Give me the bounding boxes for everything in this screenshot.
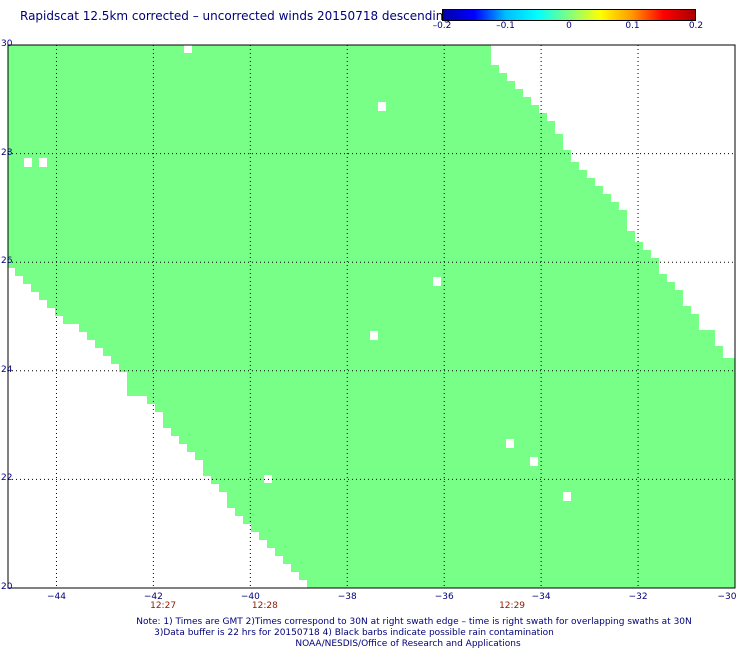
longitude-label: −32 <box>628 592 648 602</box>
longitude-label: −42 <box>143 592 163 602</box>
longitude-label: −30 <box>717 592 737 602</box>
time-label: 12:28 <box>251 601 278 611</box>
longitude-label: −44 <box>46 592 66 602</box>
page-title: Rapidscat 12.5km corrected – uncorrected… <box>20 9 451 23</box>
map-frame <box>7 44 736 589</box>
note-line-3: NOAA/NESDIS/Office of Research and Appli… <box>295 639 521 649</box>
latitude-label: 22 <box>1 473 13 484</box>
note-line-1: Note: 1) Times are GMT 2)Times correspon… <box>136 617 692 627</box>
colorbar-tick-label: 0 <box>566 21 572 31</box>
colorbar <box>442 9 696 21</box>
missing-cell <box>378 102 386 111</box>
colorbar-tick-label: –0.1 <box>496 21 515 31</box>
longitude-label: −40 <box>240 592 260 602</box>
swath-region <box>8 45 735 588</box>
colorbar-tick-label: –0.2 <box>432 21 452 31</box>
time-label: 12:27 <box>150 601 177 611</box>
missing-cell <box>506 439 514 448</box>
time-label: 12:29 <box>499 601 526 611</box>
missing-cell <box>39 158 47 167</box>
note-line-2: 3)Data buffer is 22 hrs for 20150718 4) … <box>154 628 554 638</box>
latitude-label: 24 <box>1 364 13 375</box>
missing-cell <box>370 331 378 340</box>
missing-cell <box>433 277 441 286</box>
missing-cell <box>530 457 538 466</box>
missing-cell <box>627 223 635 231</box>
missing-cell <box>563 492 571 501</box>
longitude-label: −38 <box>337 592 357 602</box>
latitude-label: 28 <box>1 147 13 158</box>
colorbar-tick-label: 0.1 <box>625 21 640 31</box>
latitude-label: 30 <box>1 39 13 49</box>
longitude-label: −36 <box>434 592 454 602</box>
missing-cell <box>184 45 192 53</box>
colorbar-tick-label: 0.2 <box>688 21 704 31</box>
latitude-label: 26 <box>1 256 13 267</box>
latitude-label: 20 <box>1 582 13 592</box>
longitude-label: −34 <box>531 592 551 602</box>
missing-cell <box>24 158 32 167</box>
